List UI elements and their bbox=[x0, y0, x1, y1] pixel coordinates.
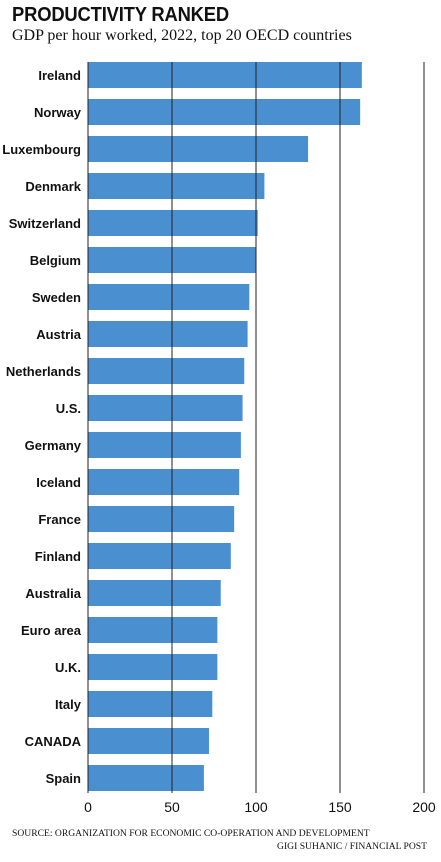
bar-finland bbox=[88, 543, 231, 569]
category-label: Denmark bbox=[25, 179, 81, 194]
bar-u-s bbox=[88, 395, 243, 421]
credit-note: GIGI SUHANIC / FINANCIAL POST bbox=[277, 841, 427, 852]
category-label: U.K. bbox=[55, 660, 81, 675]
bar-austria bbox=[88, 321, 248, 347]
category-label: Germany bbox=[25, 438, 82, 453]
category-label: Australia bbox=[25, 586, 81, 601]
category-labels-group: Ireland Norway Luxembourg Denmark Switzerlan… bbox=[2, 68, 82, 786]
category-label: Euro area bbox=[21, 623, 82, 638]
bar-luxembourg bbox=[88, 136, 309, 162]
category-label: Switzerland bbox=[9, 216, 81, 231]
category-label: Ireland bbox=[38, 68, 81, 83]
category-label: CANADA bbox=[25, 734, 82, 749]
x-tick-label: 200 bbox=[412, 799, 436, 815]
bar-denmark bbox=[88, 173, 265, 199]
category-label: Spain bbox=[46, 771, 81, 786]
chart-title: PRODUCTIVITY RANKED bbox=[12, 4, 229, 26]
category-label: Belgium bbox=[30, 253, 81, 268]
category-label: Finland bbox=[35, 549, 81, 564]
bar-canada bbox=[88, 728, 209, 754]
x-tick-label: 0 bbox=[84, 799, 92, 815]
bar-u-k bbox=[88, 654, 218, 680]
bar-ireland bbox=[88, 62, 362, 88]
bar-norway bbox=[88, 99, 361, 125]
bar-netherlands bbox=[88, 358, 245, 384]
x-tick-label: 50 bbox=[164, 799, 180, 815]
category-label: Luxembourg bbox=[2, 142, 81, 157]
x-tick-label: 100 bbox=[244, 799, 268, 815]
category-label: Iceland bbox=[36, 475, 81, 490]
x-tick-label: 150 bbox=[328, 799, 352, 815]
bar-australia bbox=[88, 580, 221, 606]
bar-iceland bbox=[88, 469, 240, 495]
category-label: Italy bbox=[55, 697, 82, 712]
bar-germany bbox=[88, 432, 241, 458]
category-label: France bbox=[38, 512, 81, 527]
category-label: U.S. bbox=[56, 401, 81, 416]
chart-subtitle: GDP per hour worked, 2022, top 20 OECD c… bbox=[12, 27, 352, 44]
bar-spain bbox=[88, 765, 204, 791]
bars-group bbox=[88, 62, 362, 791]
category-label: Sweden bbox=[32, 290, 81, 305]
category-label: Netherlands bbox=[6, 364, 81, 379]
x-axis-ticks-group: 0 50 100 150 200 bbox=[84, 799, 436, 815]
source-note: SOURCE: ORGANIZATION FOR ECONOMIC CO-OPE… bbox=[12, 828, 370, 839]
category-label: Norway bbox=[34, 105, 82, 120]
bar-italy bbox=[88, 691, 213, 717]
bar-france bbox=[88, 506, 235, 532]
category-label: Austria bbox=[36, 327, 82, 342]
gridlines-group bbox=[87, 62, 425, 793]
bar-sweden bbox=[88, 284, 250, 310]
bar-euro-area bbox=[88, 617, 218, 643]
bar-switzerland bbox=[88, 210, 258, 236]
